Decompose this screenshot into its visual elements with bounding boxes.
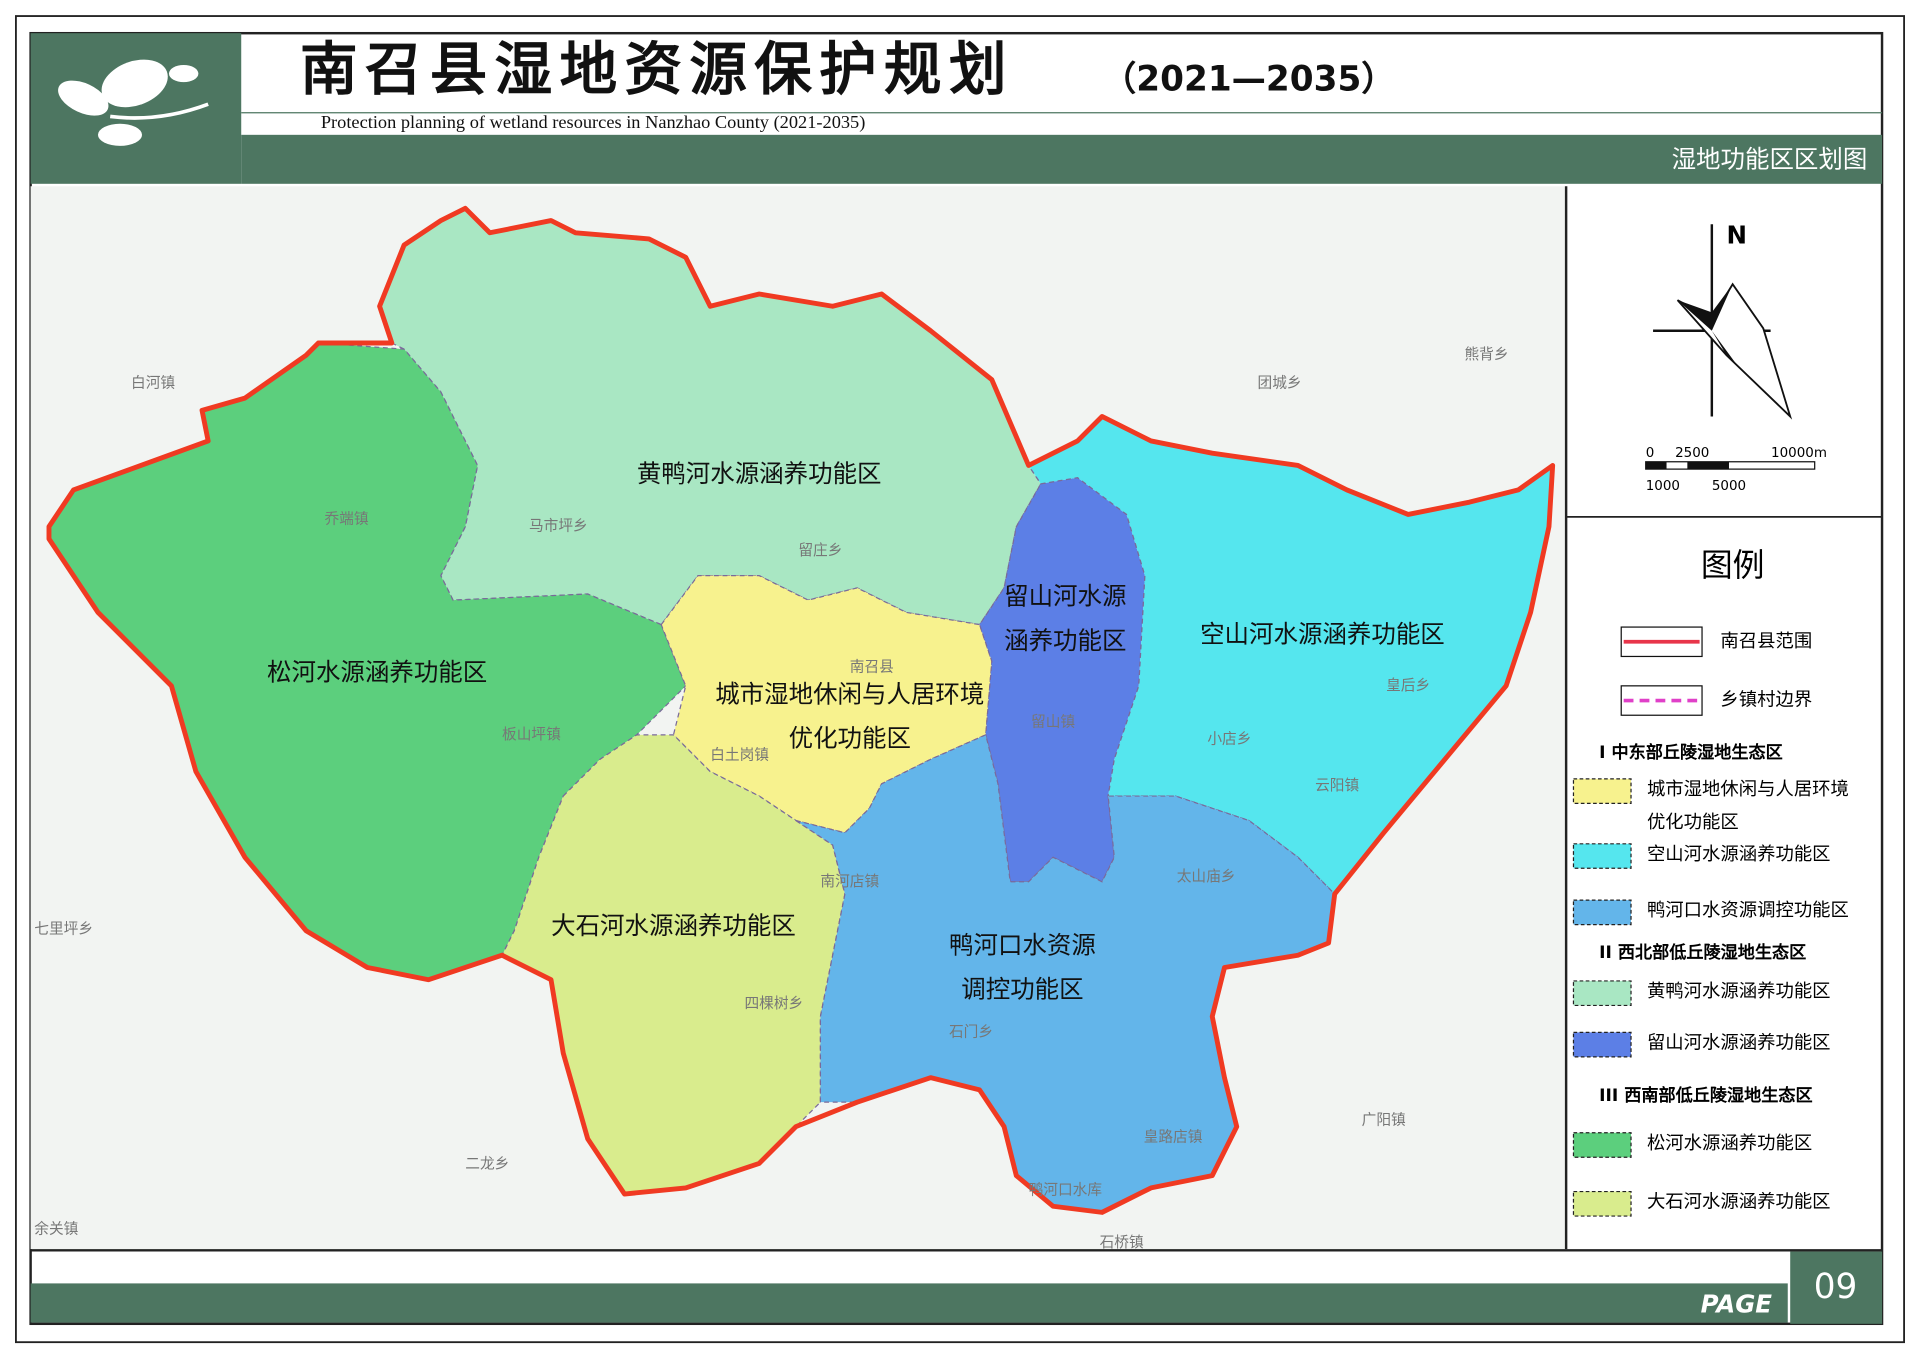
place-name: 余关镇	[34, 1220, 78, 1238]
place-name: 皇路店镇	[1144, 1129, 1203, 1146]
legend-label: 乡镇村边界	[1720, 690, 1812, 711]
flower-icon	[58, 59, 209, 146]
title: 南召县湿地资源保护规划	[300, 36, 1014, 103]
place-name: 皇后乡	[1386, 677, 1430, 694]
legend-label: 鸭河口水资源调控功能区	[1647, 900, 1849, 921]
legend-label: 大石河水源涵养功能区	[1647, 1192, 1831, 1213]
scale-label: 2500	[1675, 446, 1709, 461]
place-name: 石桥镇	[1100, 1234, 1144, 1251]
legend-label: 黄鸭河水源涵养功能区	[1647, 981, 1831, 1002]
legend-swatch	[1572, 778, 1632, 805]
region-label: 城市湿地休闲与人居环境	[715, 680, 984, 709]
place-name: 二龙乡	[465, 1156, 509, 1173]
region-area	[501, 734, 846, 1195]
legend-swatch	[1572, 1132, 1632, 1158]
scale-bar	[1645, 461, 1816, 470]
region-area	[660, 575, 993, 834]
region-label: 涵养功能区	[1004, 626, 1126, 655]
place-name: 石门乡	[949, 1023, 993, 1040]
place-name: 乔端镇	[324, 510, 368, 527]
legend-group-title: II 西北部低丘陵湿地生态区	[1599, 942, 1806, 963]
region-label: 优化功能区	[789, 724, 911, 753]
place-name: 四棵树乡	[744, 995, 803, 1012]
region-label: 留山河水源	[1004, 582, 1126, 611]
place-name: 小店乡	[1207, 731, 1251, 748]
place-name: 鸭河口水库	[1029, 1181, 1103, 1198]
footer-band	[30, 1283, 1788, 1323]
page-number-box	[1790, 1251, 1883, 1324]
legend-label: 城市湿地休闲与人居环境	[1647, 779, 1849, 800]
subtitle: Protection planning of wetland resources…	[321, 112, 866, 133]
section-title: 湿地功能区区划图	[1672, 145, 1868, 174]
header-band	[241, 134, 1883, 184]
legend-swatch	[1572, 843, 1632, 869]
place-name: 广阳镇	[1362, 1112, 1406, 1129]
legend-label: 松河水源涵养功能区	[1647, 1133, 1812, 1154]
region-label: 黄鸭河水源涵养功能区	[637, 459, 882, 488]
north-label: N	[1727, 220, 1747, 249]
scale-label: 0	[1646, 446, 1655, 461]
place-name: 太山庙乡	[1177, 868, 1236, 885]
region-label: 松河水源涵养功能区	[267, 658, 487, 687]
legend-label: 南召县范围	[1720, 631, 1812, 652]
place-name: 熊背乡	[1464, 346, 1508, 363]
north-arrow	[1653, 224, 1793, 420]
legend-title: 图例	[1701, 546, 1765, 584]
title-years: （2021—2035）	[1102, 59, 1396, 99]
legend-group-title: III 西南部低丘陵湿地生态区	[1599, 1085, 1812, 1106]
place-name: 马市坪乡	[529, 518, 588, 535]
region-label: 大石河水源涵养功能区	[551, 911, 796, 940]
legend-swatch	[1572, 980, 1632, 1007]
place-name: 留山镇	[1031, 714, 1075, 731]
legend-swatch	[1572, 899, 1632, 926]
legend-swatch	[1572, 1031, 1632, 1058]
region-label: 调控功能区	[961, 975, 1083, 1004]
scale-label: 1000	[1646, 479, 1680, 494]
legend-label: 留山河水源涵养功能区	[1647, 1032, 1831, 1053]
county-boundary	[46, 205, 1556, 1215]
region-label: 空山河水源涵养功能区	[1200, 620, 1445, 649]
logo-box	[30, 33, 242, 184]
place-name: 南河店镇	[820, 873, 879, 890]
scale-label: 10000m	[1771, 446, 1827, 461]
place-name: 板山坪镇	[502, 725, 561, 743]
legend-swatch	[1572, 1190, 1632, 1217]
place-name: 七里坪乡	[34, 921, 93, 938]
page-label: PAGE	[1701, 1289, 1773, 1318]
scale-label: 5000	[1712, 479, 1746, 494]
place-name: 南召县	[850, 658, 894, 675]
place-name: 云阳镇	[1315, 777, 1359, 794]
legend-label: 优化功能区	[1647, 812, 1739, 833]
region-label: 鸭河口水资源	[949, 931, 1096, 960]
legend-label: 空山河水源涵养功能区	[1647, 844, 1831, 865]
place-name: 团城乡	[1258, 374, 1302, 391]
place-name: 白河镇	[131, 374, 175, 391]
place-name: 留庄乡	[798, 541, 842, 559]
legend-group-title: Ⅰ 中东部丘陵湿地生态区	[1599, 742, 1783, 763]
place-name: 白土岗镇	[710, 747, 769, 764]
page-number: 09	[1814, 1267, 1858, 1307]
